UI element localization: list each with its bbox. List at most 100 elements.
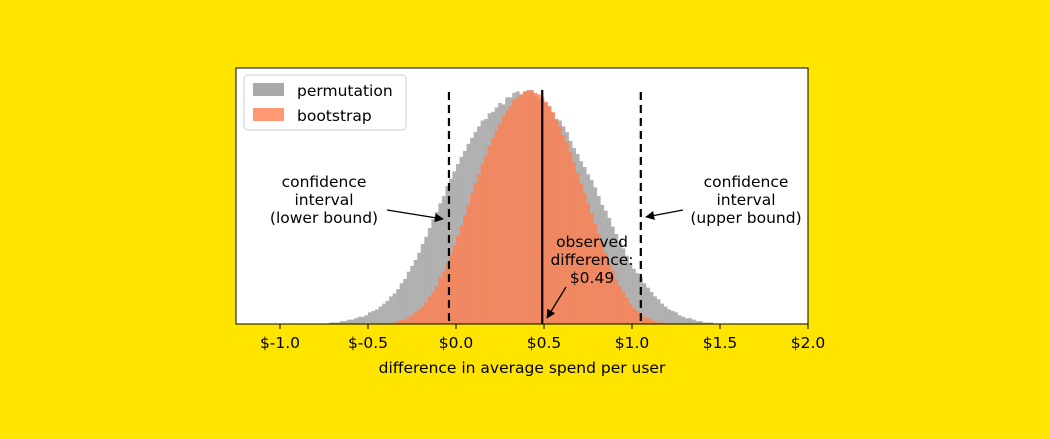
permutation-bar [642, 283, 647, 324]
permutation-bar [336, 322, 341, 324]
permutation-bar [632, 268, 636, 324]
permutation-bar [660, 303, 664, 324]
ci-upper-arrow [645, 209, 684, 220]
bootstrap-bar [392, 322, 397, 324]
bootstrap-bar [575, 172, 580, 324]
permutation-bar [667, 309, 672, 324]
permutation-bar [617, 241, 622, 324]
bootstrap-bar [642, 316, 647, 324]
bootstrap-bar [480, 164, 485, 324]
permutation-bar [621, 248, 626, 324]
bootstrap-bar [399, 319, 404, 324]
bootstrap-bar [632, 308, 636, 324]
permutation-bar [357, 316, 362, 324]
bootstrap-bar [614, 278, 619, 324]
x-tick-label: $-0.5 [348, 334, 388, 352]
bootstrap-bar [491, 137, 496, 324]
bootstrap-bar [551, 111, 555, 324]
permutation-bar [343, 321, 348, 324]
permutation-bar [646, 287, 650, 324]
permutation-bar [406, 271, 411, 324]
bootstrap-bar [596, 233, 601, 324]
permutation-bar [445, 185, 450, 324]
bootstrap-bar [448, 254, 453, 324]
permutation-bar [399, 283, 404, 324]
permutation-bar [709, 322, 714, 324]
ci-upper-line-2: interval [716, 191, 775, 209]
bootstrap-bar [529, 90, 534, 324]
permutation-bar [417, 252, 422, 324]
bootstrap-bar [628, 303, 633, 324]
ci-lower-annotation: confidence interval (lower bound) [270, 173, 444, 227]
permutation-bar [698, 321, 703, 324]
bootstrap-bar [624, 297, 629, 324]
bootstrap-bar [494, 130, 499, 324]
bootstrap-bar [498, 123, 503, 325]
permutation-bar [353, 318, 358, 324]
bootstrap-bar [438, 277, 443, 324]
x-tick-label: $2.0 [791, 334, 826, 352]
ci-upper-line-3: (upper bound) [690, 209, 801, 227]
ci-lower-line-2: interval [294, 191, 353, 209]
bootstrap-bar [617, 286, 622, 324]
permutation-bar [688, 318, 693, 324]
bootstrap-bar [459, 225, 464, 324]
bootstrap-bar [593, 223, 598, 324]
permutation-bar [434, 212, 439, 324]
x-tick-label: $1.5 [703, 334, 738, 352]
bootstrap-bar [477, 174, 481, 324]
bootstrap-bar [466, 204, 471, 324]
bootstrap-bar [508, 105, 513, 325]
permutation-bar [656, 299, 661, 324]
bootstrap-bar [607, 262, 612, 324]
permutation-bar [420, 244, 425, 324]
bootstrap-bar [484, 155, 488, 324]
bootstrap-bar [410, 315, 415, 324]
observed-line-3: $0.49 [570, 269, 614, 287]
permutation-bar [691, 319, 696, 324]
reference-lines-layer [447, 90, 642, 324]
permutation-bar [385, 300, 390, 324]
permutation-bar [375, 309, 379, 324]
bootstrap-bar [487, 145, 492, 324]
plot-frame [235, 67, 809, 325]
bootstrap-bar [586, 203, 591, 324]
permutation-bar [410, 265, 415, 324]
bootstrap-bar [653, 321, 657, 324]
permutation-bar [360, 316, 365, 324]
bootstrap-bar [568, 152, 573, 324]
bootstrap-bar [431, 292, 436, 324]
bootstrap-bar [558, 126, 562, 324]
observed-arrow [546, 286, 567, 319]
bars-layer [329, 90, 714, 325]
observed-line-2: difference: [550, 251, 633, 269]
permutation-bar [371, 310, 376, 324]
permutation-bar [448, 178, 453, 324]
bootstrap-bar [536, 94, 541, 324]
permutation-bar [431, 219, 436, 324]
bootstrap-bar [522, 91, 527, 324]
ci-lower-line-1: confidence [282, 173, 367, 191]
permutation-bar [649, 292, 654, 324]
permutation-bar [403, 278, 408, 324]
bootstrap-bar [603, 252, 608, 324]
bootstrap-bar [456, 235, 460, 324]
permutation-bar [677, 315, 682, 324]
permutation-bar [653, 296, 657, 324]
permutation-bar [350, 319, 355, 324]
permutation-bar [346, 319, 351, 324]
permutation-bar [389, 296, 393, 324]
permutation-bar [702, 322, 707, 324]
permutation-bar [364, 315, 369, 324]
permutation-bar [438, 203, 443, 324]
bootstrap-bar [441, 271, 446, 324]
bootstrap-bar [572, 162, 576, 324]
bootstrap-bar [579, 183, 584, 324]
bootstrap-bar [427, 296, 432, 324]
bootstrap-bar [445, 262, 450, 324]
x-tick-label: $0.5 [527, 334, 562, 352]
x-tick-label: $0.0 [439, 334, 474, 352]
bootstrap-bar [512, 100, 517, 324]
bootstrap-bar [635, 310, 640, 324]
bootstrap-bar [403, 319, 408, 324]
